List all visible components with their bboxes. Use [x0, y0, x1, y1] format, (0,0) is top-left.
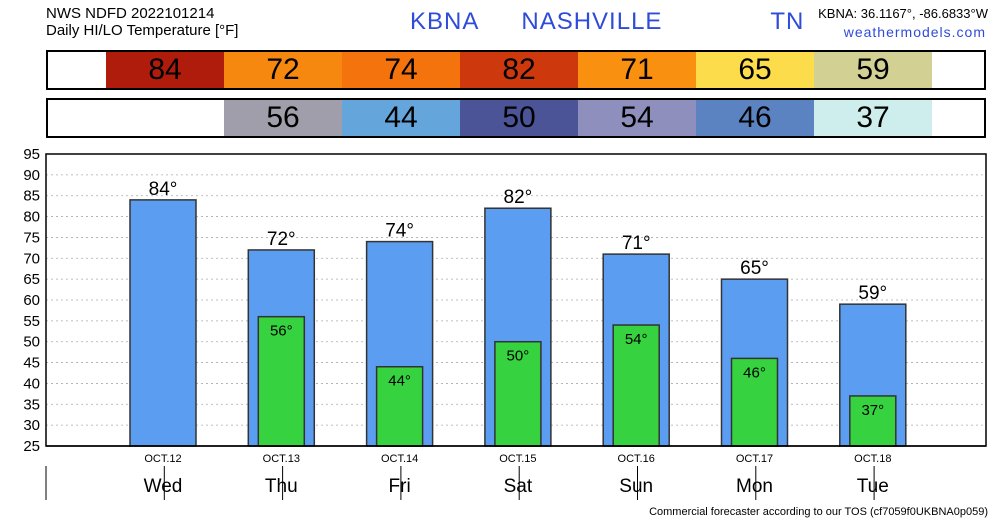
- y-tick-label: 40: [23, 375, 40, 392]
- y-tick-label: 35: [23, 396, 40, 413]
- y-tick-label: 55: [23, 313, 40, 330]
- high-temp-value: 84: [148, 53, 182, 86]
- low-temp-cell: 54: [578, 100, 696, 136]
- high-temp-value: 59: [856, 53, 890, 86]
- y-tick-label: 70: [23, 250, 40, 267]
- high-temp-value: 65: [738, 53, 772, 86]
- y-tick-label: 65: [23, 271, 40, 288]
- y-tick-label: 45: [23, 355, 40, 372]
- y-tick-label: 75: [23, 229, 40, 246]
- x-date-label: OCT.15: [499, 453, 536, 465]
- footer-note: Commercial forecaster according to our T…: [649, 506, 988, 518]
- high-temp-label: 72°: [267, 229, 296, 250]
- low-temp-cell: [106, 100, 224, 136]
- low-temp-bar: [849, 395, 897, 447]
- high-temp-label: 65°: [740, 258, 769, 279]
- low-temp-cell: 56: [224, 100, 342, 136]
- y-tick-label: 50: [23, 334, 40, 351]
- y-tick-label: 90: [23, 167, 40, 184]
- x-day-label: Tue: [857, 476, 889, 497]
- high-temp-cell: 74: [342, 52, 460, 88]
- low-temp-cell: 37: [814, 100, 932, 136]
- y-tick-label: 60: [23, 292, 40, 309]
- x-day-label: Sat: [504, 476, 533, 497]
- x-day-label: Fri: [389, 476, 411, 497]
- site-link[interactable]: weathermodels.com: [843, 24, 986, 40]
- station-title: KBNA NASHVILLE TN: [410, 8, 805, 35]
- model-run-label: NWS NDFD 2022101214: [46, 5, 215, 22]
- high-temp-value: 74: [384, 53, 418, 86]
- low-temp-value: 37: [856, 101, 890, 134]
- high-temp-value: 72: [266, 53, 300, 86]
- high-temp-label: 59°: [858, 283, 887, 304]
- high-temp-value: 82: [502, 53, 536, 86]
- x-date-label: OCT.13: [263, 453, 300, 465]
- y-tick-label: 80: [23, 209, 40, 226]
- low-temp-value: 50: [502, 101, 536, 134]
- low-temp-value: 46: [738, 101, 772, 134]
- station-coords: KBNA: 36.1167°, -86.6833°W: [818, 6, 988, 21]
- low-temp-cell: 44: [342, 100, 460, 136]
- x-day-label: Wed: [144, 476, 183, 497]
- low-temp-value: 44: [384, 101, 418, 134]
- high-temp-bar: [129, 199, 197, 447]
- high-temp-strip: 84 72 74 82 71 65 59: [46, 50, 986, 90]
- low-temp-strip: 56 44 50 54 46 37: [46, 98, 986, 138]
- x-day-label: Thu: [265, 476, 298, 497]
- high-temp-cell: 71: [578, 52, 696, 88]
- high-temp-cell: 65: [696, 52, 814, 88]
- low-temp-label: 54°: [625, 331, 648, 348]
- y-tick-label: 85: [23, 188, 40, 205]
- high-temp-label: 71°: [622, 233, 651, 254]
- chart-subtitle: Daily HI/LO Temperature [°F]: [46, 22, 239, 39]
- high-temp-label: 84°: [149, 179, 178, 200]
- y-tick-label: 30: [23, 417, 40, 434]
- x-day-label: Mon: [736, 476, 773, 497]
- x-date-label: OCT.16: [618, 453, 655, 465]
- low-temp-cell: 46: [696, 100, 814, 136]
- high-temp-cell: 84: [106, 52, 224, 88]
- y-tick-label: 95: [23, 146, 40, 163]
- high-temp-cell: 72: [224, 52, 342, 88]
- low-temp-value: 56: [266, 101, 300, 134]
- low-temp-bar: [494, 340, 542, 447]
- x-date-label: OCT.17: [736, 453, 773, 465]
- high-temp-cell: 59: [814, 52, 932, 88]
- y-tick-label: 25: [23, 438, 40, 455]
- low-temp-bar: [612, 324, 660, 447]
- low-temp-cell: 50: [460, 100, 578, 136]
- high-temp-label: 82°: [504, 187, 533, 208]
- low-temp-label: 50°: [507, 348, 530, 365]
- low-temp-label: 44°: [388, 373, 411, 390]
- high-temp-value: 71: [620, 53, 654, 86]
- low-temp-label: 46°: [743, 364, 766, 381]
- low-temp-value: 54: [620, 101, 654, 134]
- high-temp-cell: 82: [460, 52, 578, 88]
- low-temp-bar: [375, 365, 424, 447]
- x-date-label: OCT.14: [381, 453, 418, 465]
- low-temp-bar: [257, 315, 306, 447]
- high-temp-label: 74°: [385, 221, 414, 242]
- x-date-label: OCT.12: [144, 453, 181, 465]
- low-temp-label: 56°: [270, 323, 293, 340]
- low-temp-label: 37°: [861, 402, 884, 419]
- x-date-label: OCT.18: [854, 453, 891, 465]
- x-day-label: Sun: [619, 476, 653, 497]
